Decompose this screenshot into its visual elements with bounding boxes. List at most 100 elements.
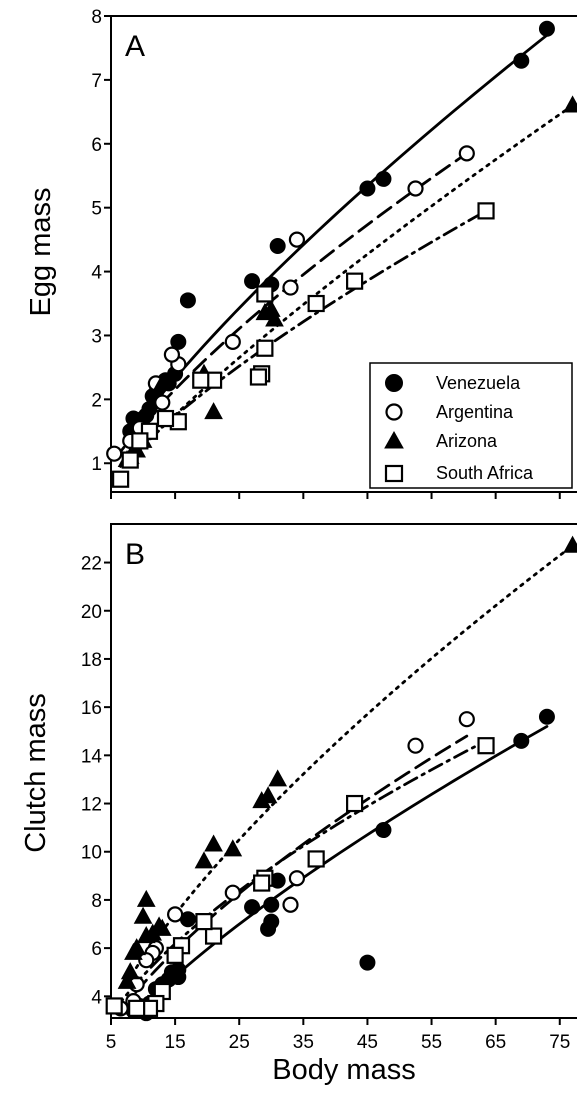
panel-a-point-venezuela	[513, 52, 530, 69]
legend-marker-argentina	[385, 403, 403, 421]
legend-entry-south-africa: South Africa	[384, 463, 534, 483]
legend-label-south-africa: South Africa	[436, 463, 534, 483]
panel-a-y-axis-title: Egg mass	[25, 188, 57, 317]
panel-b-point-venezuela	[538, 708, 555, 725]
panel-b-point-venezuela	[375, 822, 392, 839]
panel-a-point-south-africa	[346, 272, 364, 290]
panel-b-x-tick-label: 55	[421, 1032, 442, 1053]
panel-a-point-argentina	[154, 394, 171, 411]
panel-b: B 4 6 8 10 12 14 16 18 20 22 5 15 25 35 45 55 65 75 Clutc…	[20, 523, 577, 1053]
panel-a-y-tick-label: 1	[91, 454, 102, 475]
panel-b-x-tick-label: 75	[549, 1032, 570, 1053]
panel-b-y-axis-title: Clutch mass	[20, 693, 52, 853]
panel-a-y-tick-label: 2	[91, 390, 102, 411]
panel-a-point-south-africa	[192, 371, 210, 389]
panel-b-point-venezuela	[260, 920, 277, 937]
panel-b-y-tick-label: 14	[81, 746, 103, 767]
panel-b-point-arizona	[117, 971, 137, 989]
panel-b-point-venezuela	[359, 954, 376, 971]
panel-a-point-venezuela	[375, 170, 392, 187]
panel-a-point-south-africa	[156, 409, 175, 428]
panel-b-point-south-africa	[307, 850, 325, 868]
panel-b-y-tick-label: 4	[91, 987, 102, 1008]
panel-a-point-south-africa	[121, 451, 139, 469]
panel-a-point-venezuela	[269, 238, 286, 255]
panel-a-plot-frame	[110, 15, 577, 493]
panel-a-y-tick-label: 6	[91, 135, 102, 156]
panel-a-y-tick-label: 4	[91, 263, 102, 284]
panel-b-point-arizona	[133, 906, 153, 924]
panel-a-point-arizona	[152, 373, 172, 391]
panel-a-point-south-africa	[477, 202, 495, 220]
panel-a-point-argentina	[282, 279, 299, 296]
panel-b-fit-line-venezuela	[132, 725, 549, 1017]
panel-b-axes: 4 6 8 10 12 14 16 18 20 22 5 15 25 35 45 55 65 75	[81, 554, 570, 1053]
panel-b-point-south-africa	[477, 737, 495, 755]
panel-a-point-venezuela	[170, 333, 187, 350]
panel-a-y-tick-label: 7	[91, 71, 102, 92]
panel-b-point-argentina	[288, 870, 306, 887]
legend-entry-venezuela: Venezuela	[385, 373, 521, 393]
panel-b-point-argentina	[167, 906, 184, 923]
panel-a-fit-line-south-africa	[119, 209, 488, 468]
panel-b-point-south-africa	[128, 999, 146, 1017]
legend-entry-argentina: Argentina	[385, 402, 514, 422]
panel-b-y-tick-label: 22	[81, 554, 102, 575]
panel-b-y-tick-label: 12	[81, 795, 102, 816]
panel-a-point-argentina	[407, 180, 424, 197]
legend-label-venezuela: Venezuela	[436, 373, 521, 393]
panel-b-point-venezuela	[513, 732, 530, 749]
panel-b-x-tick-label: 35	[293, 1032, 314, 1053]
panel-a-point-south-africa	[131, 432, 149, 450]
panel-b-point-south-africa	[253, 874, 271, 892]
panel-b-point-south-africa	[195, 913, 213, 931]
panel-a-point-arizona	[265, 309, 284, 327]
panel-b-plot-frame	[110, 523, 577, 1019]
panel-b-point-venezuela	[263, 896, 280, 913]
x-axis-title: Body mass	[272, 1054, 415, 1086]
panel-a-letter: A	[125, 30, 145, 63]
panel-b-point-arizona	[124, 942, 143, 960]
panel-a-point-venezuela	[538, 20, 555, 37]
panel-a-point-venezuela	[359, 180, 376, 197]
panel-a-y-tick-label: 8	[91, 7, 102, 28]
legend-box	[369, 362, 573, 489]
panel-b-letter: B	[125, 538, 145, 571]
panel-b-point-arizona	[252, 791, 272, 809]
panel-b-y-tick-label: 20	[81, 602, 102, 623]
panel-a-axes: 1 2 3 4 5 6 7 8	[91, 7, 561, 499]
panel-b-y-tick-label: 18	[81, 650, 102, 671]
panel-b-point-argentina	[282, 896, 299, 913]
panel-b-point-argentina	[407, 737, 424, 754]
panel-a-y-tick-label: 3	[91, 326, 102, 347]
panel-b-point-arizona	[136, 926, 156, 944]
panel-b-x-tick-label: 5	[106, 1032, 117, 1053]
panel-a-point-south-africa	[249, 368, 268, 386]
panel-b-point-south-africa	[346, 794, 364, 813]
panel-b-x-tick-label: 15	[165, 1032, 186, 1053]
legend-marker-south-africa	[384, 464, 404, 483]
legend-entry-arizona: Arizona	[384, 430, 498, 451]
legend-marker-arizona	[384, 430, 404, 449]
panel-b-y-tick-label: 16	[81, 698, 102, 719]
panel-a: A 1 2 3 4 5 6 7 8 Egg mass	[25, 7, 577, 499]
panel-a-fit-line-venezuela	[128, 33, 549, 436]
panel-b-point-arizona	[223, 839, 243, 857]
panel-b-point-south-africa	[105, 997, 123, 1015]
panel-a-point-south-africa	[112, 470, 130, 488]
panel-b-point-argentina	[224, 884, 241, 901]
panel-a-point-venezuela	[179, 292, 196, 309]
panel-a-point-south-africa	[256, 285, 274, 303]
panel-a-point-argentina	[458, 145, 475, 162]
panel-a-point-argentina	[163, 346, 181, 363]
panel-a-point-south-africa	[256, 339, 274, 357]
panel-b-point-arizona	[136, 889, 156, 907]
panel-b-y-tick-label: 6	[91, 939, 102, 960]
panel-b-point-arizona	[268, 769, 288, 787]
panel-b-x-tick-label: 65	[485, 1032, 506, 1053]
panel-a-fit-line-arizona	[125, 104, 574, 465]
panel-b-point-south-africa	[166, 946, 184, 964]
panel-a-point-argentina	[288, 231, 306, 248]
panel-a-point-venezuela	[244, 273, 261, 290]
